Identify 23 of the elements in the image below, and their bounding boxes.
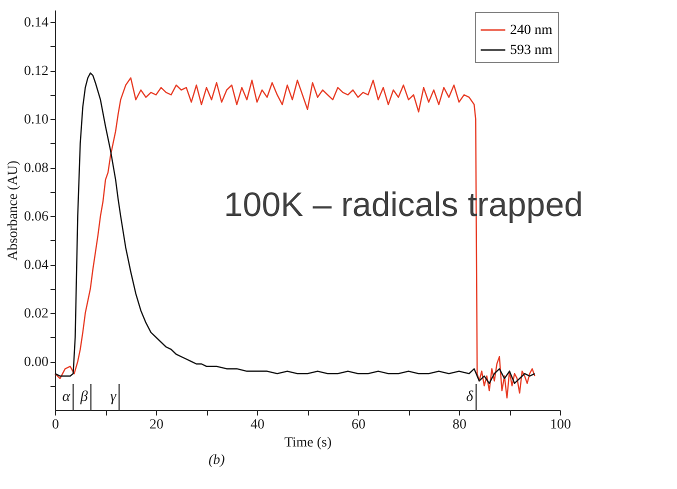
y-tick-label: 0.02 [24, 306, 48, 322]
x-tick-label: 20 [150, 418, 164, 432]
y-tick-label: 0.10 [24, 112, 48, 128]
y-tick-label: 0.04 [24, 258, 48, 274]
x-tick-label: 60 [352, 418, 366, 432]
x-tick-label: 80 [452, 418, 466, 432]
y-tick-label: 0.08 [24, 161, 48, 176]
x-tick-label: 100 [550, 418, 571, 432]
y-tick-label: 0.00 [24, 355, 48, 370]
legend-label: 593 nm [510, 43, 552, 58]
ref-line-label: α [62, 389, 72, 405]
ref-line-label: δ [466, 389, 474, 405]
x-tick-label: 40 [250, 418, 264, 432]
y-tick-label: 0.06 [24, 210, 48, 225]
ref-line-label: γ [110, 389, 118, 405]
x-tick-label: 0 [52, 418, 59, 432]
text: (b) [208, 453, 226, 468]
x-axis-title: Time (s) [284, 436, 332, 450]
y-tick-label: 0.12 [24, 64, 48, 80]
legend-label: 240 nm [510, 23, 552, 38]
y-tick-label: 0.14 [24, 16, 48, 31]
y-axis-title: Absorbance (AU) [6, 160, 21, 260]
ref-line-label: β [79, 389, 88, 405]
